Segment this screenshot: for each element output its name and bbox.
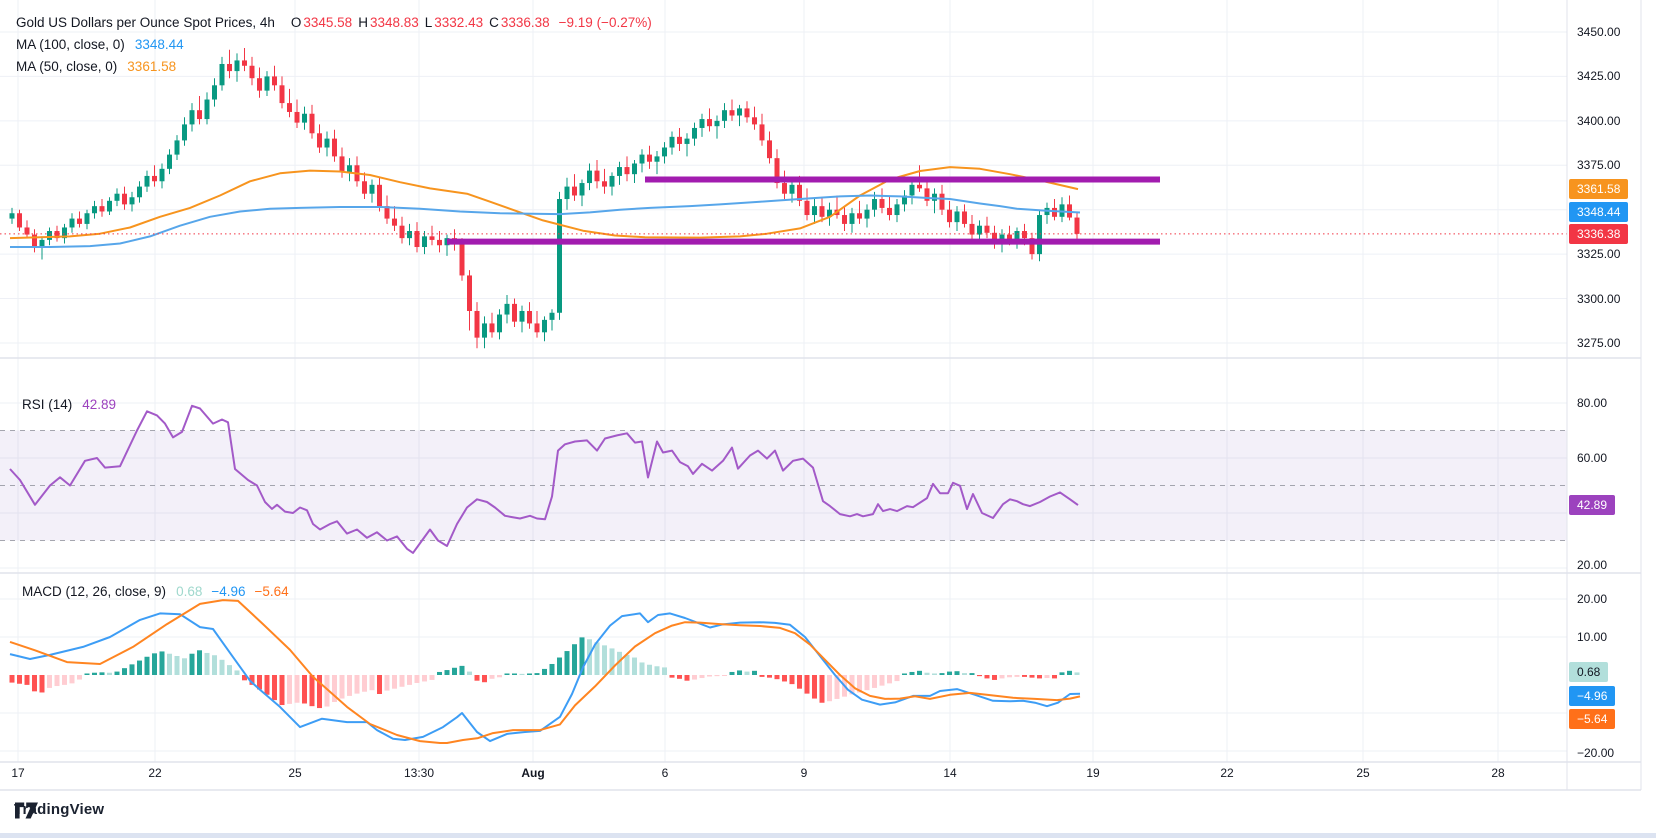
time-label: 22 bbox=[148, 766, 162, 780]
macd-scale-label: 20.00 bbox=[1577, 592, 1608, 606]
separators bbox=[0, 0, 1642, 791]
macd-label: MACD (12, 26, close, 9) bbox=[22, 584, 167, 599]
close-label: C bbox=[489, 15, 499, 30]
rsi-line bbox=[9, 404, 1079, 554]
price-levels bbox=[447, 176, 1160, 245]
ma50-legend-row[interactable]: MA (50, close, 0) 3361.58 bbox=[16, 56, 652, 78]
candlestick-series bbox=[9, 47, 1080, 349]
macd-scale-label: −20.00 bbox=[1577, 746, 1615, 760]
rsi-badge: 42.89 bbox=[1569, 495, 1616, 515]
macd-line-g bbox=[9, 612, 1081, 743]
time-label: 9 bbox=[800, 766, 808, 780]
ma100-badge: 3348.44 bbox=[1569, 202, 1629, 222]
ma50-value: 3361.58 bbox=[127, 59, 177, 74]
time-label: 28 bbox=[1491, 766, 1505, 780]
last-price-badge: 3336.38 bbox=[1569, 224, 1629, 244]
rsi-scale-label: 20.00 bbox=[1577, 558, 1608, 572]
macd-legend-row[interactable]: MACD (12, 26, close, 9) 0.68 −4.96 −5.64 bbox=[22, 581, 289, 603]
rsi-legend-row[interactable]: RSI (14) 42.89 bbox=[22, 394, 116, 416]
tradingview-logo-icon bbox=[15, 802, 38, 819]
macd-signal-value: −5.64 bbox=[254, 584, 289, 599]
macd-signal-g bbox=[9, 599, 1081, 744]
time-label: 14 bbox=[943, 766, 957, 780]
macd-signal-line bbox=[9, 599, 1081, 744]
rsi-scale-label: 80.00 bbox=[1577, 396, 1608, 410]
macd-line-value: −4.96 bbox=[211, 584, 246, 599]
ma100 bbox=[10, 194, 1081, 248]
macd-signal-badge: −5.64 bbox=[1569, 709, 1616, 729]
time-label: 6 bbox=[661, 766, 669, 780]
symbol-legend-row[interactable]: Gold US Dollars per Ounce Spot Prices, 4… bbox=[16, 12, 652, 34]
high-value: 3348.83 bbox=[369, 15, 419, 30]
macd-line-badge: −4.96 bbox=[1569, 686, 1616, 706]
time-label: 17 bbox=[11, 766, 25, 780]
gridlines bbox=[0, 0, 1567, 762]
macd-scale-label: 10.00 bbox=[1577, 630, 1608, 644]
time-label: 25 bbox=[1356, 766, 1370, 780]
ma100-value: 3348.44 bbox=[134, 37, 184, 52]
price-label: 3275.00 bbox=[1577, 335, 1621, 350]
ma50-badge: 3361.58 bbox=[1569, 179, 1629, 199]
time-label: 19 bbox=[1086, 766, 1100, 780]
rsi-value: 42.89 bbox=[82, 397, 117, 412]
time-label: Aug bbox=[521, 766, 545, 780]
rsi-scale-label: 60.00 bbox=[1577, 451, 1608, 465]
price-label: 3375.00 bbox=[1577, 158, 1621, 173]
tradingview-watermark[interactable]: TradingView bbox=[14, 801, 104, 819]
price-label: 3325.00 bbox=[1577, 247, 1621, 262]
rsi-band bbox=[0, 430, 1567, 541]
price-axis[interactable]: 3450.00 3425.00 3400.00 3375.00 3325.00 3300.… bbox=[1567, 0, 1656, 790]
price-label: 3425.00 bbox=[1577, 69, 1621, 84]
macd-hist-value: 0.68 bbox=[176, 584, 203, 599]
symbol-title: Gold US Dollars per Ounce Spot Prices, 4… bbox=[16, 15, 275, 30]
footer-strip bbox=[0, 833, 1656, 838]
price-label: 3300.00 bbox=[1577, 291, 1621, 306]
time-label: 22 bbox=[1220, 766, 1234, 780]
time-label: 25 bbox=[288, 766, 302, 780]
change-value: −9.19 (−0.27%) bbox=[558, 15, 652, 30]
low-value: 3332.43 bbox=[434, 15, 484, 30]
rsi bbox=[9, 404, 1079, 554]
open-label: O bbox=[290, 15, 302, 30]
ma100-legend-row[interactable]: MA (100, close, 0) 3348.44 bbox=[16, 34, 652, 56]
open-value: 3345.58 bbox=[303, 15, 353, 30]
ma50-label: MA (50, close, 0) bbox=[16, 59, 118, 74]
ma100-line bbox=[10, 194, 1081, 248]
time-label: 13:30 bbox=[403, 766, 435, 780]
close-value: 3336.38 bbox=[500, 15, 550, 30]
macd-line bbox=[9, 612, 1081, 743]
macd-hist-badge: 0.68 bbox=[1569, 662, 1609, 682]
rsi-label: RSI (14) bbox=[22, 397, 73, 412]
low-label: L bbox=[424, 15, 433, 30]
time-axis[interactable]: 17 22 25 13:30 Aug 6 9 14 19 22 25 28 bbox=[0, 762, 1656, 790]
price-label: 3400.00 bbox=[1577, 113, 1621, 128]
ma100-label: MA (100, close, 0) bbox=[16, 37, 125, 52]
price-label: 3450.00 bbox=[1577, 25, 1621, 39]
high-label: H bbox=[358, 15, 368, 30]
